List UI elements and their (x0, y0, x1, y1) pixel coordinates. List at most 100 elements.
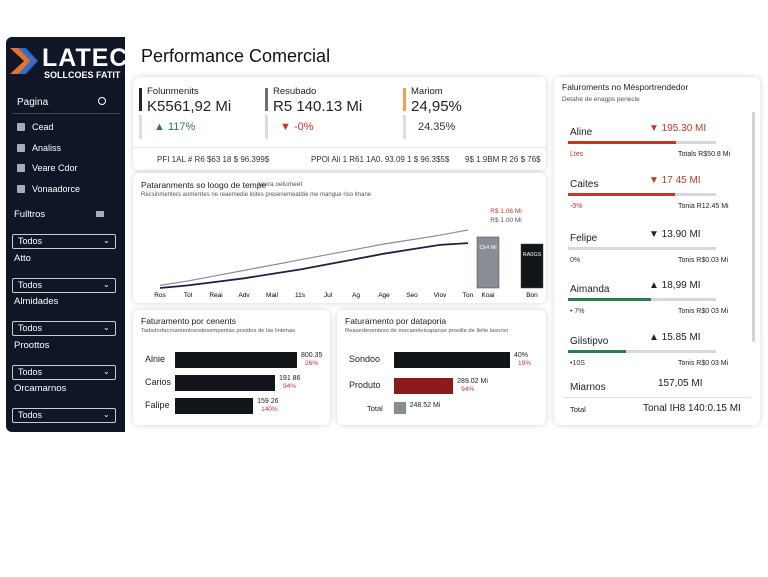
seller-note: 0% (570, 257, 581, 264)
nav-icon (17, 184, 25, 193)
kpi-value: R5 140.13 Mi (273, 98, 363, 115)
trend-bar (476, 236, 500, 289)
trend-chart: Ck4 Mi RA0GS R$ 1.06 Mi R$ 1.00 Mi Ros Tol Rea… (154, 208, 544, 299)
kpi-accent-lower (403, 115, 406, 139)
search-icon (98, 97, 106, 105)
kpi-delta: ▲ 117% (154, 121, 196, 133)
filter-label: Fulltros (14, 209, 46, 220)
bar-value-label: 289.02 Mi (457, 378, 488, 385)
seller-total: Tonis R$0 03 Mi (678, 360, 729, 367)
filter-value: Todos (18, 279, 43, 290)
trend-subtitle: Recsinmenters aomerrtes ne reaemedie loi… (141, 192, 372, 198)
bar-value-label: 40% (514, 352, 529, 359)
seller-note: • 7% (570, 308, 585, 315)
seller-name: Aimanda (570, 284, 610, 295)
x-tick-label: Bon (526, 292, 538, 299)
seller-name: Felipe (570, 233, 598, 244)
filter-dropdown[interactable]: Todos ⌄ (12, 408, 116, 423)
kpi-label: Folunmenits (147, 86, 199, 97)
kpi-accent-lower (139, 115, 142, 139)
bar (175, 352, 297, 368)
row-name: Total (367, 404, 383, 413)
filter-dropdown[interactable]: Todos ⌄ (12, 321, 116, 336)
bar-label: Ck4 Mi (479, 245, 496, 251)
x-tick-label: Mail (266, 292, 278, 299)
kpi-accent (403, 88, 406, 111)
bar-pct: 94% (283, 383, 297, 390)
row-name: Produto (349, 380, 381, 390)
divider (564, 397, 750, 398)
brand-subtitle: SOLLCOES FATIT (44, 70, 121, 80)
kpi-footer: PPOl Ali 1 R61 1A0. 93.09 1 $ 96.3$5$ (311, 155, 450, 164)
filter-label: Orcamarnos (14, 383, 67, 394)
by_category-panel: Faturarnento por dataporia Reasedenenteso… (337, 310, 546, 425)
trend-annotation: R$ 1.00 Mi (490, 217, 521, 224)
divider (12, 113, 120, 114)
dropdown-arrow: ⌄ (103, 410, 110, 419)
bar (394, 352, 510, 368)
filter-value: Todos (18, 236, 43, 246)
trend-panel: Pataranments so loogo de tempe anera oelu… (133, 173, 546, 303)
seller-note: •10S (570, 360, 585, 367)
kpi-value: K5561,92 Mi (147, 98, 232, 115)
logo-icon (10, 48, 38, 74)
bar (175, 375, 276, 391)
nav-icon (17, 164, 25, 172)
trend-annotation: R$ 1.06 Mi (490, 208, 521, 215)
dropdown-arrow: ⌄ (103, 366, 110, 376)
footer-value: Tonal IH8 140:0.15 MI (643, 403, 741, 414)
seller-bar (568, 141, 677, 144)
seller-value: 157,05 MI (658, 378, 703, 389)
row-name: Alnie (145, 354, 166, 364)
panel-subtitle: Reasedenenteso de mecaeeleisapanse prosi… (345, 328, 509, 334)
panel-title: Faturarnento por dataporia (345, 316, 447, 326)
dropdown-arrow: ⌄ (103, 236, 110, 245)
trend-line (159, 242, 469, 289)
bar-pct: 94% (461, 386, 475, 393)
x-tick-label: Ros (154, 292, 166, 299)
panel-title: Faturamento por cenents (141, 316, 236, 326)
bar (394, 402, 406, 414)
folder-icon (96, 211, 104, 217)
kpi-accent (265, 88, 268, 111)
filter-value: Todos (18, 323, 43, 333)
filter-dropdown[interactable]: Todos ⌄ (12, 277, 116, 293)
seller-name: Gilstipvo (570, 336, 609, 347)
filter-dropdown[interactable]: Todos ⌄ (12, 234, 116, 249)
kpi-delta: 24.35% (418, 121, 456, 133)
x-tick-label: Tol (184, 292, 193, 299)
filter-label: Atto (14, 252, 31, 264)
kpi-label: Mariom (411, 86, 443, 97)
x-tick-label: Adv (238, 292, 250, 299)
bar-value-label: 248.52 Mi (409, 402, 441, 409)
seller-value: ▲ 18,99 MI (649, 280, 701, 291)
row-name: Falipe (145, 400, 170, 410)
kpi-panel: Folunmenits K5561,92 Mi ▲ 117% Resubado R5 1… (133, 77, 546, 170)
x-tick-label: Vlov (434, 292, 447, 299)
bar-pct: 140% (261, 406, 278, 413)
bar-track (568, 350, 716, 353)
sellers-panel: Faluroments no Mésportrendedor Detahe de … (554, 77, 760, 425)
bar-value-label: 191 86 (279, 375, 301, 382)
x-tick-label: Ton (463, 292, 474, 299)
nav-item: Analiss (32, 142, 62, 153)
seller-note: Ltes (570, 151, 584, 158)
kpi-delta: ▼ -0% (280, 121, 314, 133)
filter-label: Proottos (14, 339, 50, 351)
bar-pct: 19% (518, 360, 532, 367)
seller-total: Tonis R$0 03 Mi (678, 308, 729, 315)
trend-title-note: anera oelumeet (257, 181, 303, 188)
bar-track (568, 247, 716, 250)
trend-bar (520, 243, 544, 289)
seller-value: ▲ 15.85 MI (649, 332, 701, 343)
dropdown-arrow: ⌄ (103, 279, 110, 289)
row-name: Carios (145, 377, 172, 387)
nav-item: Cead (32, 122, 54, 132)
filter-dropdown[interactable]: Todos ⌄ (12, 364, 116, 380)
dropdown-arrow: ⌄ (103, 323, 110, 332)
bar-value-label: 159 26 (257, 398, 279, 405)
seller-note: -0% (570, 203, 583, 210)
x-tick-label: 11s (295, 292, 306, 299)
kpi-footer: 9$ 1.9BM R 26 $ 76$ (465, 155, 541, 164)
